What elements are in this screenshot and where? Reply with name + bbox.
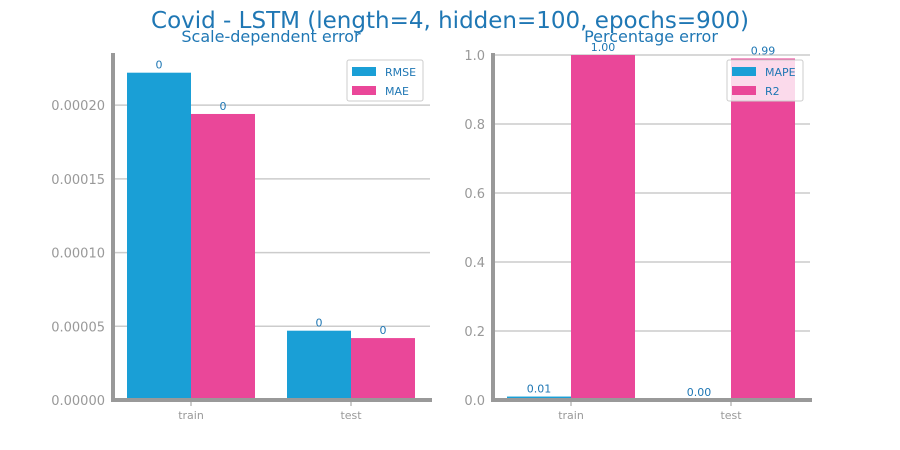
legend: MAPE R2 [726,59,804,102]
data-label: 0 [156,59,163,72]
data-label: 0.00 [687,386,712,399]
bar-mae-train [191,113,255,400]
legend-swatch [352,86,376,95]
data-label: 0 [380,324,387,337]
x-tick-label: train [178,409,204,422]
y-tick-label: 0.8 [464,118,485,133]
data-label: 0.99 [751,44,776,57]
chart-title: Percentage error [584,27,718,46]
legend-label: R2 [765,85,780,98]
x-tick-label: train [558,409,584,422]
bar-rmse-test [287,330,351,400]
bar-r2-train [571,55,635,400]
y-tick-label: 0.00015 [51,173,105,188]
y-tick-label: 1.0 [464,49,485,64]
legend-swatch [352,67,376,76]
chart-title: Scale-dependent error [181,27,361,46]
y-tick-label: 0.00020 [51,99,105,114]
y-tick-label: 0.6 [464,187,485,202]
bar-rmse-train [127,72,191,400]
y-tick-label: 0.2 [464,325,485,340]
plot-scale-dependent-error: Scale-dependent error 0.00000 0.00005 0.00… [51,27,432,422]
legend-swatch [732,67,756,76]
x-tick-label: test [720,409,742,422]
bar-mae-test [351,338,415,400]
y-tick-label: 0.00000 [51,394,105,409]
data-label: 0 [220,100,227,113]
data-label: 1.00 [591,41,616,54]
y-tick-label: 0.00010 [51,247,105,262]
data-label: 0.01 [527,383,552,396]
y-tick-label: 0.4 [464,256,485,271]
y-tick-label: 0.0 [464,394,485,409]
legend: RMSE MAE [346,59,424,102]
chart-suptitle: Covid - LSTM (length=4, hidden=100, epoc… [151,8,749,34]
legend-label: MAPE [765,66,796,79]
x-tick-label: test [340,409,362,422]
data-label: 0 [316,317,323,330]
legend-label: MAE [385,85,409,98]
legend-swatch [732,86,756,95]
bar-r2-test [731,58,795,400]
legend-label: RMSE [385,66,416,79]
y-tick-label: 0.00005 [51,320,105,335]
plot-percentage-error: Percentage error 0.0 0.2 0.4 0.6 0.8 1.0 0.01 0… [464,27,812,422]
